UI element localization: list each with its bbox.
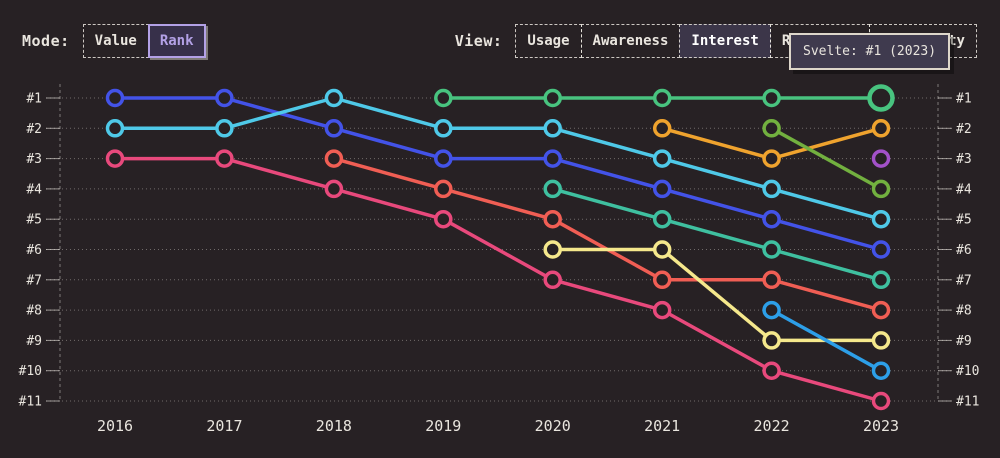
data-point-orange-2022[interactable] [762,149,781,168]
rank-label-left: #11 [19,395,42,410]
series-line-dodger-blue [769,308,883,373]
rank-label-right: #9 [956,334,972,349]
data-point-cyan-2017[interactable] [215,119,234,138]
data-point-indigo-blue-2018[interactable] [324,119,344,138]
year-label: 2017 [206,417,242,435]
rank-label-right: #5 [956,213,972,228]
data-point-indigo-blue-2023[interactable] [871,240,891,259]
rank-label-left: #2 [26,122,42,137]
data-point-indigo-blue-2016[interactable] [105,88,125,108]
data-point-indigo-blue-2017[interactable] [215,88,234,108]
data-point-salmon-2020[interactable] [543,209,562,229]
data-point-pink-2021[interactable] [652,300,672,320]
data-point-cyan-2022[interactable] [762,179,781,199]
year-label: 2016 [97,417,133,435]
year-label: 2022 [754,417,790,435]
data-point-indigo-blue-2019[interactable] [434,149,453,168]
data-point-cyan-2018[interactable] [324,88,344,108]
rank-label-left: #6 [26,243,42,258]
series-line-teal [550,187,883,282]
series-line-cyan [113,96,883,221]
rank-label-right: #1 [956,92,972,107]
data-point-cyan-2023[interactable] [871,209,891,229]
data-point-indigo-blue-2021[interactable] [652,179,672,199]
data-point-emerald-green-2021[interactable] [652,88,672,108]
year-label: 2019 [425,417,461,435]
data-point-pink-2017[interactable] [215,149,234,168]
data-point-teal-2020[interactable] [543,179,562,199]
series-line-salmon [332,156,883,312]
series-points [105,84,895,411]
data-point-pink-2023[interactable] [871,391,891,411]
rank-label-right: #10 [956,364,979,379]
data-point-salmon-2018[interactable] [324,149,344,168]
mode-label: Mode: [22,32,70,50]
view-label: View: [454,32,503,50]
data-point-indigo-blue-2022[interactable] [762,209,781,229]
data-point-pink-2019[interactable] [434,209,453,229]
data-point-yellow-2023[interactable] [871,331,891,350]
series-line-indigo-blue [113,96,883,252]
data-point-lime-green-2023[interactable] [871,179,891,199]
data-point-indigo-blue-2020[interactable] [543,149,562,168]
grid: #1 #1 #2 #2 #3 #3 #4 #4 #5 #5 #6 #6 #7 #7 #8 #8 #9 #9 #10 #… [19,84,979,410]
data-point-teal-2021[interactable] [652,209,672,229]
data-point-salmon-2019[interactable] [434,179,453,199]
rank-label-left: #8 [26,304,42,319]
data-point-salmon-2021[interactable] [652,270,672,290]
data-point-emerald-green-2023[interactable] [867,84,895,112]
data-point-pink-2020[interactable] [543,270,562,290]
year-label: 2023 [863,417,899,435]
data-point-purple-2023[interactable] [871,149,891,168]
data-point-dodger-blue-2023[interactable] [871,361,891,380]
x-axis-labels: 2016 2017 2018 2019 2020 2021 2022 2023 [97,417,899,435]
data-point-pink-2018[interactable] [324,179,344,199]
rank-label-right: #8 [956,304,972,319]
mode-control: Mode: Value Rank [22,24,206,58]
rank-label-right: #3 [956,152,972,167]
data-point-salmon-2023[interactable] [871,300,891,320]
rank-label-right: #4 [956,182,972,197]
data-point-dodger-blue-2022[interactable] [762,300,781,320]
data-point-cyan-2019[interactable] [434,119,453,138]
data-point-emerald-green-2022[interactable] [762,88,781,108]
rank-label-left: #3 [26,152,42,167]
data-point-cyan-2016[interactable] [105,119,125,138]
data-point-pink-2016[interactable] [105,149,125,168]
data-point-salmon-2022[interactable] [762,270,781,290]
data-point-yellow-2022[interactable] [762,331,781,350]
data-point-cyan-2020[interactable] [543,119,562,138]
mode-option-rank[interactable]: Rank [147,24,206,58]
rank-label-left: #1 [26,92,42,107]
rank-label-right: #11 [956,395,979,410]
data-point-emerald-green-2019[interactable] [434,88,453,108]
rank-label-left: #9 [26,334,42,349]
data-point-emerald-green-2020[interactable] [543,88,562,108]
data-point-teal-2023[interactable] [871,270,891,290]
data-point-lime-green-2022[interactable] [762,119,781,138]
year-label: 2018 [316,417,352,435]
data-point-yellow-2020[interactable] [543,240,562,259]
data-point-orange-2023[interactable] [871,119,891,138]
rank-label-right: #7 [956,273,972,288]
rank-label-left: #10 [19,364,42,379]
rank-label-right: #2 [956,122,972,137]
series-line-pink [113,156,883,403]
data-point-yellow-2021[interactable] [652,240,672,259]
data-point-teal-2022[interactable] [762,240,781,259]
rank-label-left: #4 [26,182,42,197]
year-label: 2021 [644,417,680,435]
series-line-lime-green [769,126,883,191]
rank-label-right: #6 [956,243,972,258]
rank-label-left: #7 [26,273,42,288]
rank-label-left: #5 [26,213,42,228]
data-point-orange-2021[interactable] [652,119,672,138]
year-label: 2020 [535,417,571,435]
data-point-cyan-2021[interactable] [652,149,672,168]
data-point-pink-2022[interactable] [762,361,781,380]
chart-tooltip: Svelte: #1 (2023) [789,33,951,70]
